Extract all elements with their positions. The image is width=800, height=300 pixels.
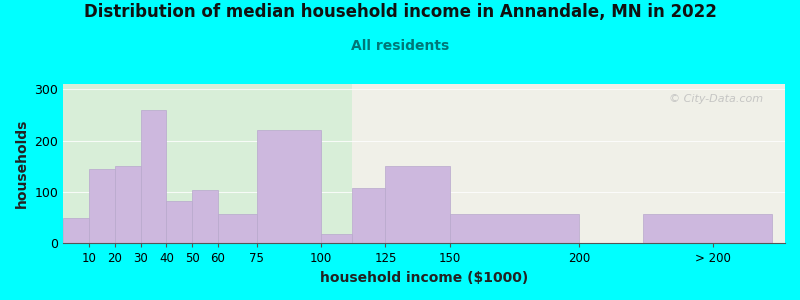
Bar [257,130,321,243]
Bar [166,201,192,243]
Bar [352,188,386,243]
Bar [63,218,89,243]
X-axis label: household income ($1000): household income ($1000) [320,271,528,285]
Bar [141,110,166,243]
Y-axis label: households: households [15,119,29,208]
Text: © City-Data.com: © City-Data.com [670,94,763,103]
Bar [192,190,218,243]
Bar [63,84,352,243]
Bar [643,214,772,243]
Text: All residents: All residents [351,39,449,53]
Bar [115,166,141,243]
Bar [218,214,257,243]
Text: Distribution of median household income in Annandale, MN in 2022: Distribution of median household income … [83,3,717,21]
Bar [89,169,115,243]
Bar [450,214,578,243]
Bar [386,166,450,243]
Bar [321,234,352,243]
